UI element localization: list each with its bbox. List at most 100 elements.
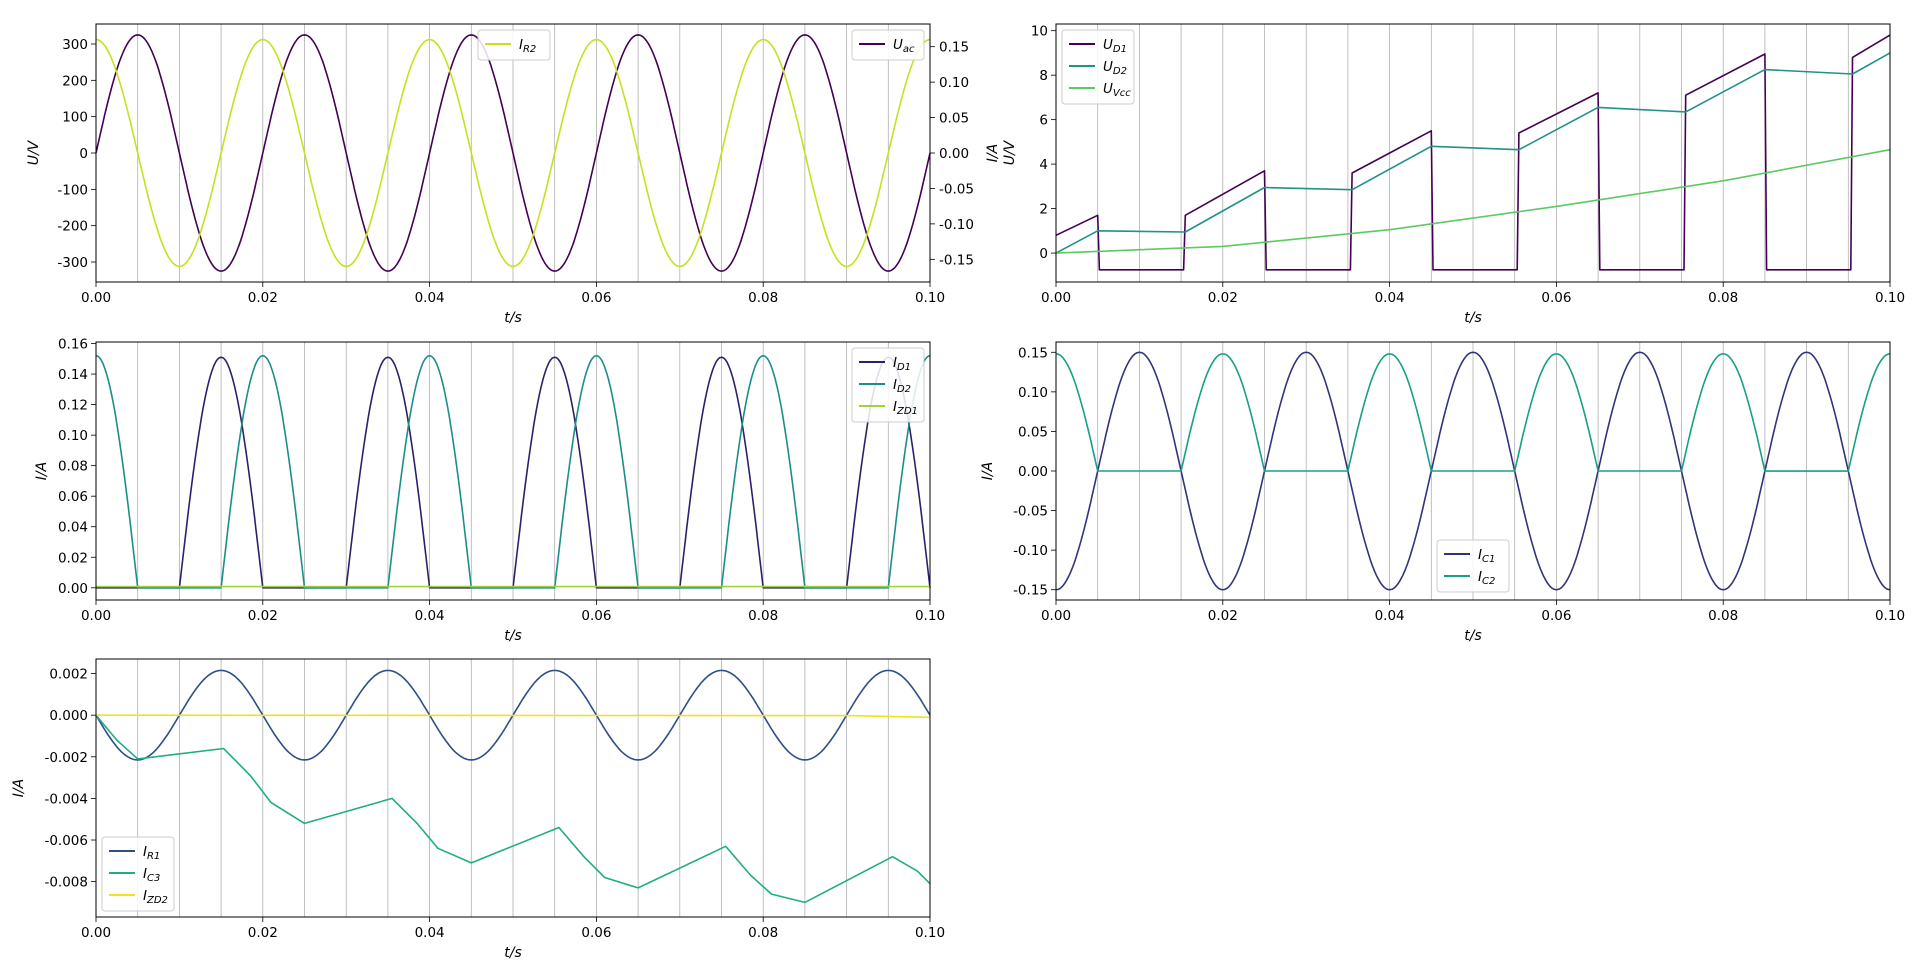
legend-label: IZD2: [143, 888, 168, 906]
plot-frame: [1055, 23, 1891, 283]
legend-label: ID2: [893, 377, 911, 395]
x-tick-label: 0.04: [1375, 290, 1405, 306]
x-tick-label: 0.02: [248, 925, 278, 941]
x-tick-label: 0.08: [1708, 290, 1738, 306]
chart-panel-p3: 0.00 0.02 0.04 0.06 0.08 0.10 t/s 0.00 0.02 0.04 0…: [34, 337, 945, 644]
x-tick-label: 0.00: [81, 925, 111, 941]
x-tick-label: 0.06: [1541, 608, 1571, 624]
x-tick-label: 0.08: [748, 290, 778, 306]
y-tick-label: 0: [1039, 246, 1048, 262]
legend: Uac: [851, 29, 925, 61]
plot-frame: [95, 341, 931, 601]
legend-box: [477, 29, 551, 61]
y-axis-label: I/A: [980, 462, 996, 480]
y-tick-label: -300: [57, 255, 88, 271]
x-tick-label: 0.10: [915, 290, 945, 306]
y-tick-label: 0.12: [58, 398, 88, 414]
series-line-i-c1: [1055, 351, 1891, 591]
x-tick-label: 0.02: [1208, 290, 1238, 306]
series-line-i-c2: [1055, 353, 1891, 472]
y-axis-label: I/A: [985, 144, 1001, 162]
x-tick-label: 0.10: [1875, 608, 1905, 624]
legend-box: [101, 836, 175, 912]
x-tick-label: 0.00: [1041, 290, 1071, 306]
y2-tick-label: 0.00: [939, 146, 969, 162]
y-tick-label: -0.006: [44, 833, 88, 849]
x-axis-label: t/s: [1464, 310, 1482, 326]
y2-tick-label: -0.05: [939, 181, 974, 197]
legend: IR1 IC3 IZD2: [101, 836, 175, 912]
legend-label: UD1: [1103, 37, 1127, 55]
y-axis-label-secondary: U/V: [1002, 139, 1018, 165]
y-tick-label: 200: [62, 73, 88, 89]
legend-label: IC3: [143, 866, 160, 884]
y2-tick-label: 0.10: [939, 75, 969, 91]
y-tick-label: 0.02: [58, 550, 88, 566]
series-line-i-c3: [95, 714, 931, 904]
x-tick-label: 0.08: [748, 925, 778, 941]
y-tick-label: 0.10: [1018, 385, 1048, 401]
series-line-i-r2: [95, 38, 931, 268]
x-tick-label: 0.00: [81, 608, 111, 624]
y-tick-label: -200: [57, 219, 88, 235]
legend-label: IC1: [1478, 547, 1495, 565]
y-tick-label: 6: [1039, 113, 1048, 129]
chart-panel-p5: 0.00 0.02 0.04 0.06 0.08 0.10 t/s -0.008 -0.006 -…: [11, 658, 945, 961]
x-tick-label: 0.06: [1541, 290, 1571, 306]
legend-label: UVcc: [1103, 81, 1131, 99]
y-axis-label: I/A: [34, 462, 50, 480]
y-tick-label: 0.002: [49, 667, 88, 683]
y2-tick-label: -0.10: [939, 217, 974, 233]
chart-panel-p4: 0.00 0.02 0.04 0.06 0.08 0.10 t/s -0.15 -0.10 -0.…: [980, 341, 1905, 644]
legend: UD1 UD2 UVcc: [1061, 29, 1135, 105]
x-axis-label: t/s: [504, 310, 522, 326]
x-tick-label: 0.08: [748, 608, 778, 624]
x-tick-label: 0.02: [248, 608, 278, 624]
y2-tick-label: 0.15: [939, 40, 969, 56]
legend: ID1 ID2 IZD1: [851, 347, 925, 423]
y-tick-label: 10: [1031, 24, 1048, 40]
legend-box: [1061, 29, 1135, 105]
x-tick-label: 0.04: [415, 290, 445, 306]
y-tick-label: 300: [62, 37, 88, 53]
chart-panel-p1: 0.00 0.02 0.04 0.06 0.08 0.10 t/s -300 -200 -100 0…: [26, 23, 974, 326]
series-line-u-ac: [95, 34, 931, 272]
y-tick-label: 0.15: [1018, 345, 1048, 361]
legend: IR2: [477, 29, 551, 61]
y-tick-label: 0.00: [58, 581, 88, 597]
x-tick-label: 0.02: [1208, 608, 1238, 624]
y-tick-label: 2: [1039, 202, 1048, 218]
legend-label: UD2: [1103, 59, 1127, 77]
y2-tick-label: 0.05: [939, 111, 969, 127]
y-tick-label: 0.05: [1018, 424, 1048, 440]
legend-box: [1436, 539, 1510, 593]
x-tick-label: 0.04: [1375, 608, 1405, 624]
y-tick-label: 0.08: [58, 459, 88, 475]
x-tick-label: 0.10: [915, 608, 945, 624]
x-axis-label: t/s: [504, 945, 522, 961]
y-tick-label: 0.10: [58, 428, 88, 444]
y-tick-label: -0.10: [1013, 543, 1048, 559]
y-tick-label: 0.00: [1018, 464, 1048, 480]
x-tick-label: 0.00: [1041, 608, 1071, 624]
x-tick-label: 0.06: [581, 925, 611, 941]
x-tick-label: 0.10: [915, 925, 945, 941]
x-tick-label: 0.08: [1708, 608, 1738, 624]
y-tick-label: 4: [1039, 157, 1048, 173]
y-tick-label: -0.004: [44, 791, 88, 807]
series-line-u-vcc: [1055, 148, 1891, 254]
series-line-u-d1: [1055, 34, 1891, 271]
legend-label: IR2: [519, 37, 536, 55]
x-tick-label: 0.02: [248, 290, 278, 306]
x-tick-label: 0.04: [415, 925, 445, 941]
legend-box: [851, 29, 925, 61]
y-tick-label: 100: [62, 110, 88, 126]
legend-label: ID1: [893, 355, 911, 373]
series-line-i-d2: [95, 354, 931, 589]
y-tick-label: 0: [79, 146, 88, 162]
y-tick-label: 0.04: [58, 520, 88, 536]
x-tick-label: 0.00: [81, 290, 111, 306]
y-tick-label: -100: [57, 182, 88, 198]
legend-label: IR1: [143, 844, 160, 862]
